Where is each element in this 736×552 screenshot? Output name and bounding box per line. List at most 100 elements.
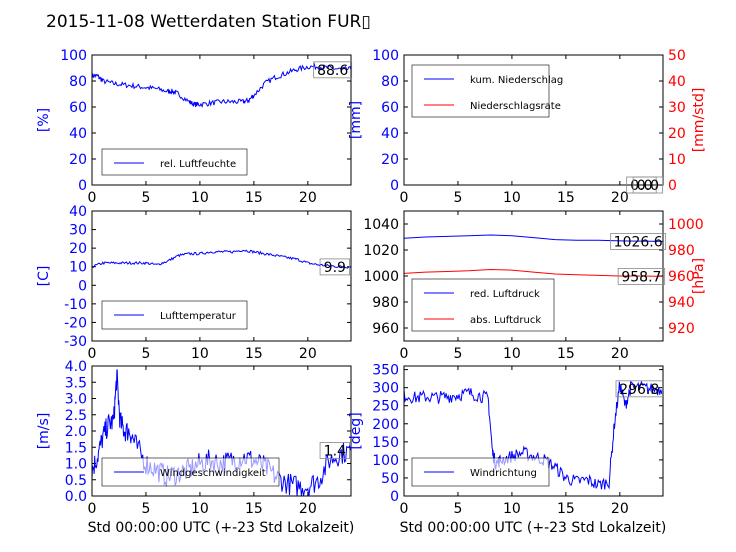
y2-tick-label: 40 xyxy=(668,74,686,90)
y-axis-label: [%] xyxy=(36,108,52,132)
x-tick-label: 0 xyxy=(400,501,409,517)
value-annotation: 296.8 xyxy=(619,382,659,398)
y-tick-label: -30 xyxy=(64,334,87,350)
legend: Lufttemperatur xyxy=(101,300,248,330)
legend-label: abs. Luftdruck xyxy=(470,315,541,326)
y-tick-label: 80 xyxy=(69,74,87,90)
legend: Windrichtung xyxy=(411,457,550,487)
y-tick-label: 1040 xyxy=(363,217,399,233)
y-tick-label: 40 xyxy=(69,204,87,220)
series-group xyxy=(404,380,663,490)
panel-wind-speed: 0 5 10 15 20 0.00.51.01.52.02.53.03.54.0 [m/s]… xyxy=(36,359,352,517)
x-tick-label: 10 xyxy=(191,501,209,517)
y-tick-label: 2.0 xyxy=(65,424,87,440)
y2-tick-label: 980 xyxy=(668,243,695,259)
y-tick-label: 20 xyxy=(381,152,399,168)
x-tick-label: 20 xyxy=(299,346,317,362)
value-annotation: 9.9 xyxy=(324,260,346,276)
x-tick-label: 10 xyxy=(191,190,209,206)
x-tick-label: 15 xyxy=(557,190,575,206)
panel-wind-direction: 0 5 10 15 20050100150200250300350[deg]Windri… xyxy=(348,363,664,517)
y-tick-label: 200 xyxy=(372,417,399,433)
value-annotation: 88.6 xyxy=(317,63,348,79)
y-tick-label: 40 xyxy=(69,126,87,142)
y-tick-label: 250 xyxy=(372,399,399,415)
figure-title: 2015-11-08 Wetterdaten Station FUR▯ xyxy=(46,12,371,32)
legend: red. Luftdruck abs. Luftdruck xyxy=(411,278,555,332)
y2-tick-label: 10 xyxy=(668,152,686,168)
legend-label: kum. Niederschlag xyxy=(470,75,563,86)
y-tick-label: 20 xyxy=(69,152,87,168)
y-tick-label: 3.5 xyxy=(65,375,87,391)
x-tick-label: 5 xyxy=(453,501,462,517)
panel-temperature: 0 5 10 15 20 -30 -20 -10 0 10 20 30 40 [C] Lufttempera… xyxy=(36,204,352,362)
legend: rel. Luftfeuchte xyxy=(101,148,248,176)
y-tick-label: 100 xyxy=(372,453,399,469)
value-annotation: 1.4 xyxy=(324,444,346,460)
y-tick-label: -10 xyxy=(64,297,87,313)
y-tick-label: 0 xyxy=(78,178,87,194)
plot-frame xyxy=(403,54,664,186)
plot-frame xyxy=(91,365,352,497)
x-tick-label: 20 xyxy=(299,501,317,517)
y-tick-label: 50 xyxy=(381,471,399,487)
series-line-windrichtung xyxy=(404,380,663,490)
legend-label: rel. Luftfeuchte xyxy=(160,159,236,170)
panel-humidity: 0 5 10 15 20 0 20 40 60 80 100 [%] rel. Luftfeuchte 8… xyxy=(36,48,353,206)
x-tick-label: 0 xyxy=(400,190,409,206)
x-tick-label: 15 xyxy=(245,190,263,206)
series-group xyxy=(92,62,351,108)
legend: Windgeschwindigkeit xyxy=(101,457,280,487)
x-tick-label: 15 xyxy=(557,346,575,362)
y-tick-label: 0 xyxy=(390,489,399,505)
series-group xyxy=(92,249,351,269)
y2-tick-label: 50 xyxy=(668,48,686,64)
value-annotation-box xyxy=(615,380,663,398)
y-tick-label: -20 xyxy=(64,315,87,331)
legend-label: Windgeschwindigkeit xyxy=(160,468,266,479)
y-tick-label: 80 xyxy=(381,74,399,90)
value-annotation-box xyxy=(319,442,350,459)
x-tick-label: 5 xyxy=(141,346,150,362)
legend-label: red. Luftdruck xyxy=(470,289,540,300)
x-tick-label: 0 xyxy=(88,501,97,517)
legend: kum. Niederschlag Niederschlagsrate xyxy=(411,64,563,118)
legend-box xyxy=(411,278,555,332)
y2-tick-label: 20 xyxy=(668,126,686,142)
panel-rain: 0 5 10 15 20 0 20 40 60 80 100 0 10 20 30 40 50 [mm] [mm/s… xyxy=(348,48,707,206)
y-tick-label: 1.0 xyxy=(65,457,87,473)
series-line-red-luftdruck xyxy=(404,234,663,242)
x-tick-label: 10 xyxy=(191,346,209,362)
x-tick-label: 5 xyxy=(453,190,462,206)
x-tick-label: 0 xyxy=(400,346,409,362)
x-tick-label: 0 xyxy=(88,190,97,206)
series-line-rel-luftfeuchte xyxy=(92,62,351,108)
y2-tick-label: 30 xyxy=(668,100,686,116)
panel-pressure: 0 5 10 15 20 960 980 1000 1020 1040 920 940 960 980 10… xyxy=(363,210,707,362)
x-tick-label: 15 xyxy=(557,501,575,517)
x-tick-label: 5 xyxy=(453,346,462,362)
x-tick-label: 20 xyxy=(611,346,629,362)
y-tick-label: 3.0 xyxy=(65,392,87,408)
value-annotation: 0.0 xyxy=(637,178,659,194)
y-tick-label: 60 xyxy=(69,100,87,116)
y-tick-label: 960 xyxy=(372,321,399,337)
legend-box xyxy=(101,148,248,176)
y-tick-label: 980 xyxy=(372,295,399,311)
value-annotation: 1026.6 xyxy=(614,234,663,250)
value-annotation-box xyxy=(632,176,664,194)
value-annotation: 0.0 xyxy=(630,178,652,194)
y-tick-label: 100 xyxy=(60,48,87,64)
series-line-lufttemperatur xyxy=(92,249,351,269)
y-tick-label: 20 xyxy=(69,241,87,257)
y-tick-label: 30 xyxy=(69,223,87,239)
y-tick-label: 0 xyxy=(390,178,399,194)
x-tick-label: 20 xyxy=(611,190,629,206)
y-axis-label: [C] xyxy=(36,266,52,287)
x-tick-label: 15 xyxy=(245,346,263,362)
value-annotation-box xyxy=(319,258,350,276)
x-tick-label: 15 xyxy=(245,501,263,517)
y-tick-label: 0 xyxy=(78,278,87,294)
x-tick-label: 0 xyxy=(88,346,97,362)
y-tick-label: 300 xyxy=(372,381,399,397)
